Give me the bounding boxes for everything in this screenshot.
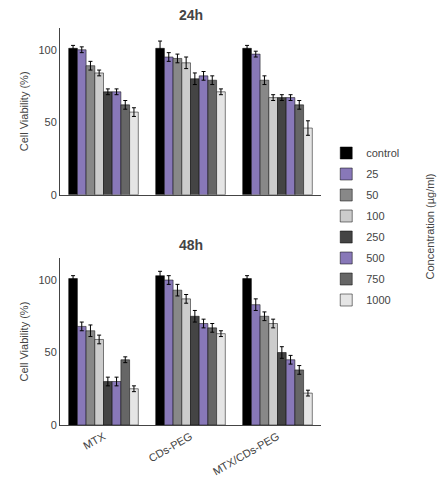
svg-text:Cell Viability (%): Cell Viability (%) xyxy=(18,71,30,151)
svg-text:100: 100 xyxy=(366,210,384,222)
svg-text:Cell Viability (%): Cell Viability (%) xyxy=(18,302,30,382)
svg-text:750: 750 xyxy=(366,273,384,285)
svg-text:50: 50 xyxy=(45,116,57,128)
svg-text:1000: 1000 xyxy=(366,294,390,306)
svg-text:MTX/CDs-PEG: MTX/CDs-PEG xyxy=(211,430,282,478)
svg-text:24h: 24h xyxy=(179,7,203,23)
svg-text:250: 250 xyxy=(366,231,384,243)
svg-text:Concentration (µg/ml): Concentration (µg/ml) xyxy=(424,174,436,280)
svg-text:50: 50 xyxy=(45,346,57,358)
svg-text:0: 0 xyxy=(51,419,57,431)
svg-text:50: 50 xyxy=(366,189,378,201)
svg-text:48h: 48h xyxy=(179,237,203,253)
svg-text:100: 100 xyxy=(38,44,56,56)
svg-text:100: 100 xyxy=(38,274,56,286)
svg-text:CDs-PEG: CDs-PEG xyxy=(146,430,194,465)
svg-text:500: 500 xyxy=(366,252,384,264)
svg-text:control: control xyxy=(366,147,399,159)
svg-text:0: 0 xyxy=(51,189,57,201)
svg-text:25: 25 xyxy=(366,168,378,180)
svg-text:MTX: MTX xyxy=(81,429,108,451)
